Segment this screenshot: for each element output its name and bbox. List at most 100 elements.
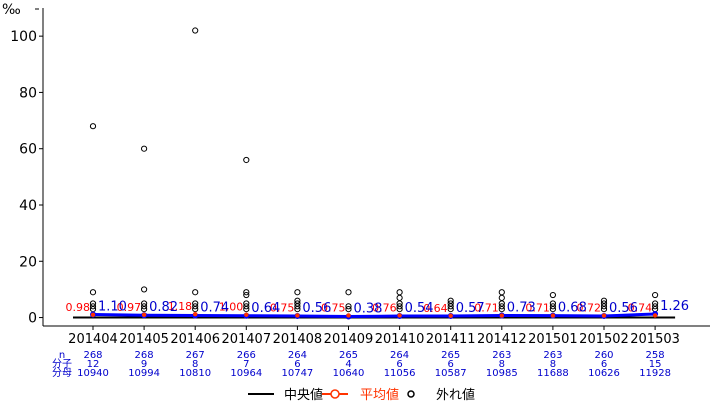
table-n-cell: 265 xyxy=(441,350,460,361)
table-denominator-label: 分母 xyxy=(52,367,72,379)
mean-point xyxy=(244,312,249,317)
table-numerator-cell: 7 xyxy=(243,359,249,370)
outlier-point xyxy=(294,306,301,313)
outlier-point xyxy=(192,289,199,296)
table-n-cell: 265 xyxy=(339,350,358,361)
legend-mean-label: 平均値 xyxy=(360,387,399,403)
table-denominator-cell: 10985 xyxy=(486,368,518,379)
outlier-point xyxy=(396,294,403,301)
mean-label: 1.18 xyxy=(168,300,193,313)
table-n-cell: 268 xyxy=(83,350,102,361)
outlier-point xyxy=(345,306,352,313)
y-tick-label: 100 xyxy=(10,29,37,45)
outlier-point xyxy=(498,294,505,301)
table-numerator-cell: 12 xyxy=(87,359,100,370)
table-numerator-cell: 15 xyxy=(649,359,662,370)
table-n-label: n xyxy=(59,350,65,361)
table-n-cell: 263 xyxy=(492,350,511,361)
outlier-point xyxy=(345,303,352,310)
outlier-point xyxy=(396,306,403,313)
mean-point xyxy=(652,313,658,318)
table-numerator-cell: 6 xyxy=(294,359,300,370)
table-denominator-cell: 10587 xyxy=(435,368,467,379)
legend-outlier-marker xyxy=(407,390,415,398)
mean-label: 1.00 xyxy=(219,301,244,314)
table-n-cell: 267 xyxy=(186,350,205,361)
outlier-point xyxy=(243,289,250,296)
y-tick-label: 0 xyxy=(28,311,37,327)
table-denominator-cell: 10964 xyxy=(230,368,262,379)
mean-point xyxy=(90,312,96,317)
y-tick-label: 60 xyxy=(19,142,37,158)
mean-label: 0.75 xyxy=(321,301,346,314)
table-n-cell: 258 xyxy=(646,350,665,361)
outlier-point xyxy=(192,303,199,310)
outlier-point xyxy=(447,303,454,310)
outlier-point xyxy=(600,306,608,313)
y-tick-label: 40 xyxy=(19,198,37,214)
outlier-point xyxy=(549,306,557,313)
table-denominator-cell: 11688 xyxy=(537,368,569,379)
table-denominator-cell: 10640 xyxy=(333,368,365,379)
series-line xyxy=(92,312,656,318)
outlier-point xyxy=(652,291,659,299)
y-tick-label: 20 xyxy=(19,254,37,270)
table-numerator-cell: 6 xyxy=(448,359,454,370)
series-label: 1.10 xyxy=(98,299,127,314)
table-numerator-cell: 8 xyxy=(550,359,556,370)
outlier-point xyxy=(294,303,301,310)
mean-label: 0.98 xyxy=(66,301,91,314)
mean-point xyxy=(193,312,198,317)
outlier-point xyxy=(192,27,199,34)
x-tick-label: 201408 xyxy=(273,332,323,347)
mean-label: 0.97 xyxy=(117,301,142,314)
table-numerator-cell: 6 xyxy=(396,359,402,370)
outlier-point xyxy=(600,303,608,310)
outlier-point xyxy=(498,303,505,310)
outlier-point xyxy=(447,306,454,313)
outlier-point xyxy=(243,156,250,164)
table-denominator-cell: 10626 xyxy=(588,368,620,379)
outlier-point xyxy=(243,291,250,299)
series-label: 0.38 xyxy=(354,301,383,316)
marks: 0.98 0.97 1.18 1.00 0.75 0.75 0.76 0.64 0.71 0.71… xyxy=(66,27,689,320)
series-label: 0.57 xyxy=(456,301,485,316)
mean-label: 0.75 xyxy=(270,301,295,314)
series-label: 0.56 xyxy=(302,301,331,316)
outlier-point xyxy=(243,306,250,313)
series-label: 0.73 xyxy=(507,301,536,316)
series-label: 0.74 xyxy=(200,300,229,315)
x-tick-label: 201411 xyxy=(426,332,476,347)
mean-label: 0.71 xyxy=(525,302,550,315)
outlier-point xyxy=(141,306,148,313)
x-tick-label: 201406 xyxy=(170,332,220,347)
mean-point xyxy=(448,313,453,318)
legend-median-label: 中央値 xyxy=(284,387,323,403)
table-denominator-cell: 10747 xyxy=(281,368,313,379)
outlier-point xyxy=(396,303,403,310)
outlier-point xyxy=(141,145,148,152)
mean-point xyxy=(141,312,147,318)
x-tick-label: 201501 xyxy=(528,332,578,347)
table-denominator-cell: 10940 xyxy=(77,368,109,379)
table-denominator-cell: 10994 xyxy=(128,368,160,379)
legend-mean-marker xyxy=(330,389,340,399)
table-denominator-cell: 11056 xyxy=(384,368,416,379)
table-n-cell: 264 xyxy=(390,350,409,361)
x-tick-label: 201412 xyxy=(477,332,527,347)
table-n-cell: 260 xyxy=(594,350,613,361)
outlier-point xyxy=(243,303,250,310)
outlier-point xyxy=(498,289,505,296)
series-label: 0.82 xyxy=(149,300,178,315)
outlier-point xyxy=(498,306,505,313)
x-tick-label: 201409 xyxy=(324,332,374,347)
series-label: 0.54 xyxy=(405,301,434,316)
outlier-point xyxy=(89,289,97,296)
mean-point xyxy=(601,313,607,318)
legend: 中央値 平均値 外れ値 xyxy=(248,387,475,403)
table-numerator-cell: 8 xyxy=(192,359,198,370)
table-numerator-cell: 6 xyxy=(601,359,607,370)
series-label: 1.26 xyxy=(660,299,689,314)
